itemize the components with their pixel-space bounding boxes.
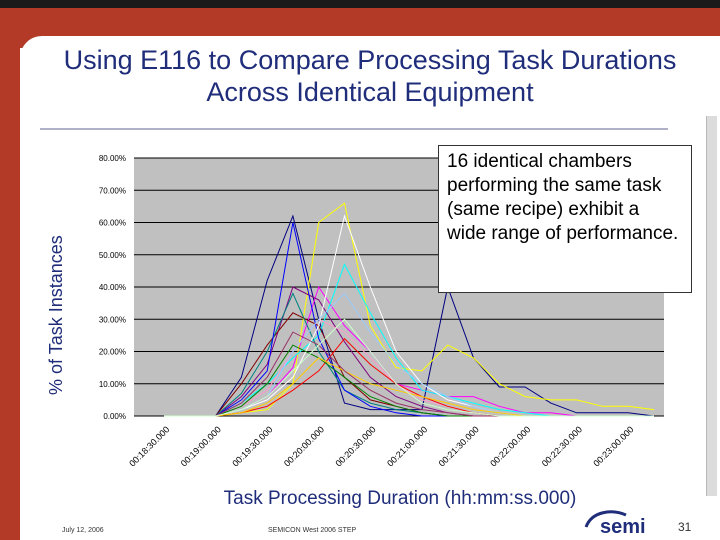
x-tick-label: 00:18:30.000 [127,424,171,468]
series-line [164,318,654,417]
series-line [164,202,655,417]
y-tick-label: 50.00% [99,251,126,260]
y-tick-label: 20.00% [99,348,126,357]
title-divider [40,128,668,130]
y-tick-label: 30.00% [99,315,126,324]
y-tick-label: 10.00% [99,380,126,389]
x-tick-label: 00:19:30.000 [230,424,274,468]
footer-date: July 12, 2006 [62,527,104,534]
callout-box: 16 identical chambers performing the sam… [438,145,692,293]
top-bar [0,0,720,8]
x-tick-label: 00:21:30.000 [437,424,481,468]
x-tick-label: 00:20:00.000 [282,424,326,468]
y-axis-label: % of Task Instances [46,235,66,395]
y-tick-label: 80.00% [99,154,126,163]
x-tick-label: 00:19:00.000 [179,424,223,468]
scrollbar[interactable] [706,116,717,496]
svg-text:semi: semi [600,516,646,537]
footer-conference: SEMICON West 2006 STEP [268,527,357,534]
x-axis-label: Task Processing Duration (hh:mm:ss.000) [223,488,577,509]
x-tick-label: 00:21:00.000 [385,424,429,468]
y-tick-label: 70.00% [99,186,126,195]
semi-logo: semi [584,510,646,537]
y-tick-label: 40.00% [99,283,126,292]
y-tick-label: 60.00% [99,219,126,228]
slide-title: Using E116 to Compare Processing Task Du… [63,45,677,107]
y-tick-label: 0.00% [103,412,126,421]
x-tick-label: 00:22:30.000 [540,424,584,468]
x-tick-label: 00:20:30.000 [333,424,377,468]
page-number: 31 [678,520,692,534]
left-bar [0,8,20,540]
x-tick-label: 00:22:00.000 [488,424,532,468]
x-tick-label: 00:23:00.000 [591,424,635,468]
